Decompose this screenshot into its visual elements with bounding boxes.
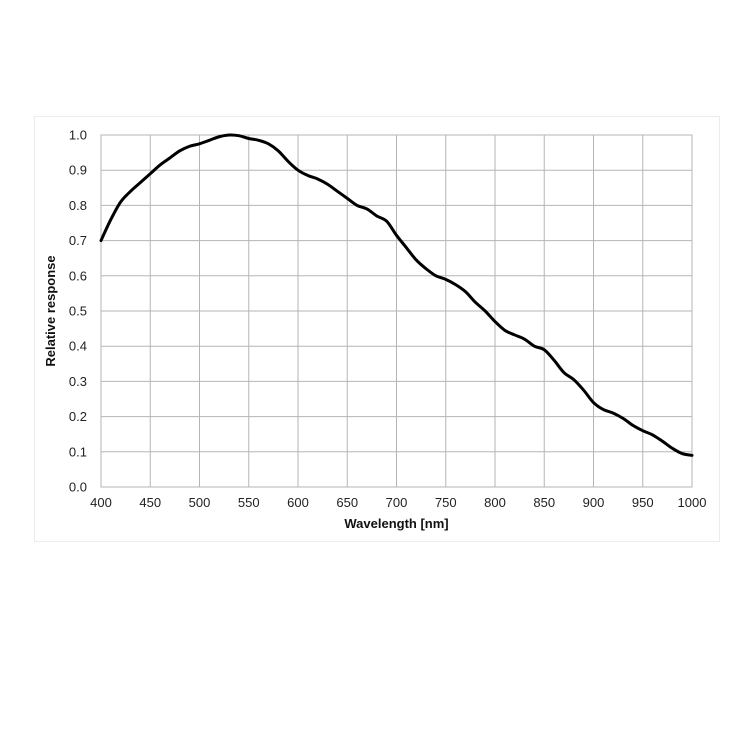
x-tick-label: 950 <box>632 495 654 510</box>
response-curve <box>99 133 694 457</box>
y-tick-labels: 0.0 0.1 0.2 0.3 0.4 0.5 0.6 0.7 0.8 0.9 1.0 <box>69 128 87 495</box>
y-tick-label: 0.2 <box>69 409 87 424</box>
plot-frame <box>100 134 693 488</box>
x-tick-labels: 400 450 500 550 600 650 700 750 800 850 900 950 1000 <box>90 495 706 510</box>
y-tick-label: 0.4 <box>69 339 87 354</box>
x-tick-label: 700 <box>386 495 408 510</box>
x-tick-label: 550 <box>238 495 260 510</box>
y-tick-label: 0.7 <box>69 233 87 248</box>
y-tick-label: 1.0 <box>69 128 87 143</box>
x-tick-label: 650 <box>336 495 358 510</box>
y-tick-label: 0.0 <box>69 480 87 495</box>
x-tick-label: 900 <box>583 495 605 510</box>
x-tick-label: 800 <box>484 495 506 510</box>
x-tick-label: 450 <box>139 495 161 510</box>
spectral-response-chart: 400 450 500 550 600 650 700 750 800 850 900 950 1000… <box>43 128 706 532</box>
chart-panel: 400 450 500 550 600 650 700 750 800 850 900 950 1000… <box>34 116 720 542</box>
y-tick-label: 0.9 <box>69 163 87 178</box>
y-tick-label: 0.5 <box>69 304 87 319</box>
x-axis-title: Wavelength [nm] <box>344 516 448 531</box>
x-tick-label: 500 <box>189 495 211 510</box>
x-tick-label: 400 <box>90 495 112 510</box>
y-tick-label: 0.1 <box>69 444 87 459</box>
x-tick-label: 1000 <box>678 495 707 510</box>
y-tick-label: 0.3 <box>69 374 87 389</box>
x-tick-label: 850 <box>533 495 555 510</box>
y-tick-label: 0.8 <box>69 198 87 213</box>
x-tick-label: 600 <box>287 495 309 510</box>
y-axis-title: Relative response <box>43 255 58 366</box>
y-tick-label: 0.6 <box>69 268 87 283</box>
x-tick-label: 750 <box>435 495 457 510</box>
